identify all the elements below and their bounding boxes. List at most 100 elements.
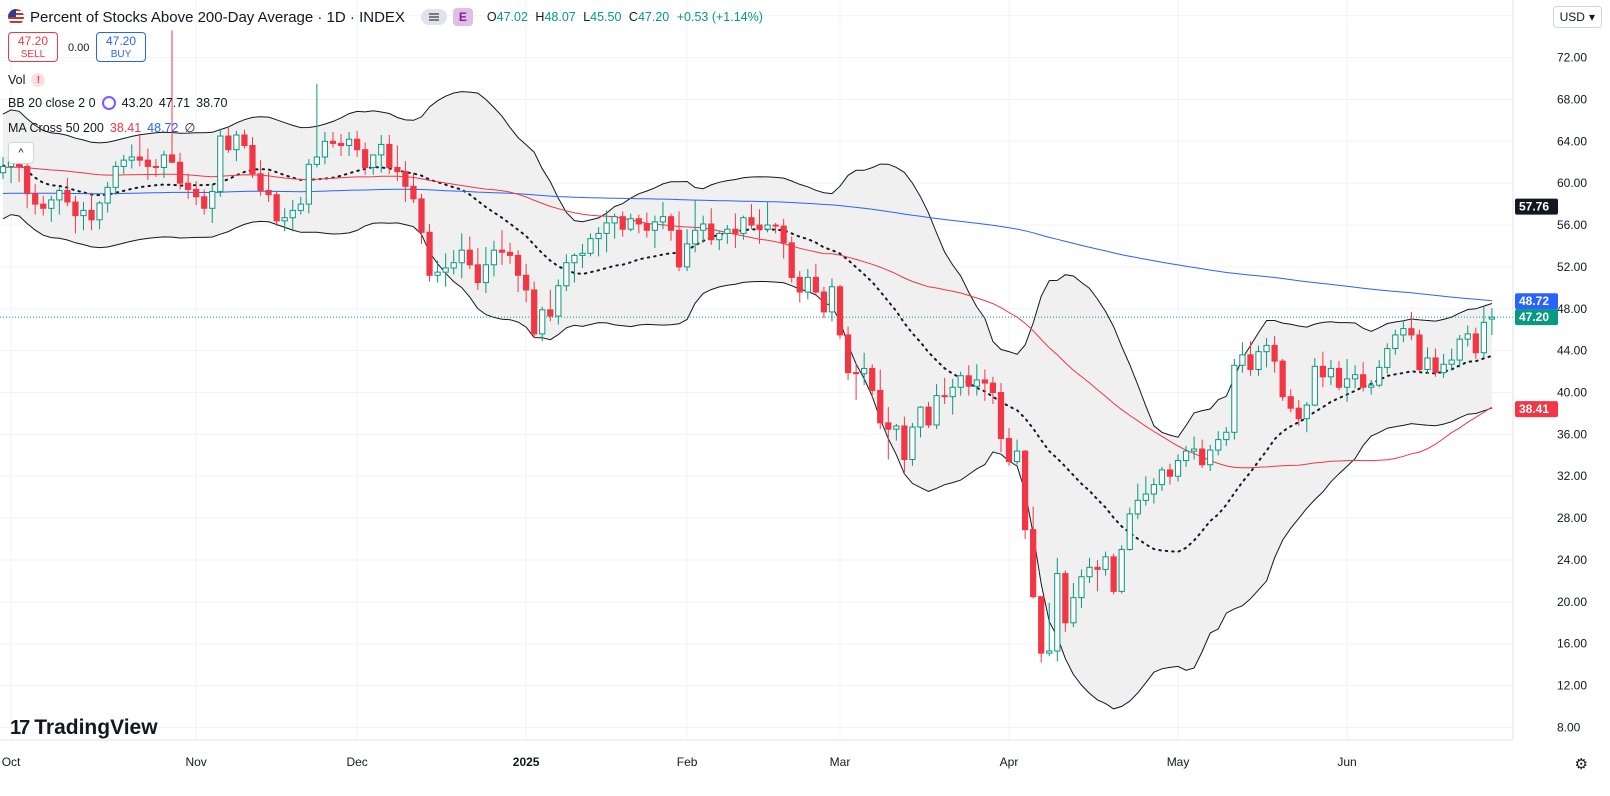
buy-button[interactable]: 47.20 BUY [96, 32, 146, 62]
candle-body [184, 182, 192, 190]
candle-body [1215, 439, 1222, 451]
candle-body [651, 221, 659, 231]
us-flag-icon [8, 9, 24, 25]
x-tick-label: Dec [346, 755, 367, 769]
candle-body [152, 165, 160, 168]
candle-body [869, 367, 876, 391]
candle-body [1094, 566, 1101, 570]
candle-body [611, 216, 618, 224]
candle-body [0, 165, 7, 174]
legend-vol[interactable]: Vol ! [8, 73, 46, 87]
y-tick-label: 64.00 [1557, 134, 1587, 148]
earnings-badge[interactable]: E [452, 8, 473, 26]
y-tick-label: 52.00 [1557, 260, 1587, 274]
candle-body [1456, 338, 1463, 361]
chart-header: Percent of Stocks Above 200-Day Average … [8, 8, 763, 26]
candle-body [901, 425, 908, 460]
candle-body [539, 309, 546, 335]
x-tick-label: 2025 [513, 755, 540, 769]
warning-icon[interactable]: ! [31, 73, 46, 87]
sync-icon[interactable] [101, 96, 116, 110]
legend-bb[interactable]: BB 20 close 2 0 43.20 47.71 38.70 [8, 96, 227, 110]
candle-body [1191, 448, 1198, 452]
candle-body [933, 395, 940, 426]
candle-body [394, 166, 401, 173]
tradingview-logo[interactable]: 17 TradingView [10, 716, 158, 740]
ma200-line [2, 188, 1492, 302]
candle-body [1416, 334, 1423, 370]
collapse-legend-button[interactable]: ^ [8, 142, 34, 164]
candle-body [345, 138, 353, 146]
x-tick-label: Apr [1000, 755, 1019, 769]
candle-body [756, 224, 763, 230]
price-tag [1515, 293, 1558, 310]
spread-value: 0.00 [68, 42, 90, 54]
candle-body [1182, 450, 1190, 462]
candle-body [667, 216, 675, 231]
candle-body [1046, 650, 1053, 654]
candle-body [1263, 344, 1270, 353]
x-tick-label: Nov [185, 755, 206, 769]
ma200-value: 48.72 [147, 120, 179, 135]
candle-body [877, 389, 884, 424]
candle-body [362, 149, 369, 168]
symbol-title[interactable]: Percent of Stocks Above 200-Day Average … [30, 8, 405, 26]
candle-body [482, 264, 490, 284]
y-tick-label: 48.00 [1557, 302, 1587, 316]
candle-body [1239, 354, 1246, 366]
y-tick-label: 40.00 [1557, 386, 1587, 400]
candle-body [1271, 344, 1278, 362]
candle-body [1392, 334, 1399, 350]
legend-ma[interactable]: MA Cross 50 200 38.41 48.72 ∅ [8, 120, 195, 136]
candle-body [1118, 549, 1125, 592]
candle-body [24, 165, 31, 195]
candle-body [281, 217, 288, 222]
candle-body [957, 375, 964, 388]
sell-button[interactable]: 47.20 SELL [8, 32, 58, 62]
candle-body [804, 276, 811, 293]
candle-body [426, 231, 433, 276]
y-tick-label: 56.00 [1557, 218, 1587, 232]
candle-body [1488, 316, 1496, 320]
price-tag [1515, 198, 1558, 215]
candle-body [675, 229, 683, 268]
moving-averages [2, 166, 1493, 469]
bb-fill [3, 91, 1492, 709]
candle-body [1343, 378, 1351, 388]
menu-icon[interactable] [420, 9, 447, 25]
candle-body [418, 198, 425, 233]
candle-body [949, 386, 956, 398]
candle-body [160, 154, 168, 168]
price-tag [1515, 401, 1558, 418]
candle-body [1005, 438, 1013, 463]
candle-body [241, 134, 248, 146]
y-tick-label: 24.00 [1557, 553, 1587, 567]
candle-body [1150, 484, 1157, 495]
candle-body [168, 154, 176, 163]
candle-body [1311, 365, 1318, 406]
candle-body [692, 229, 699, 245]
candle-body [48, 199, 55, 209]
candle-body [820, 291, 828, 313]
bollinger-bands [2, 91, 1493, 710]
candle-body [305, 163, 312, 205]
candle-body [410, 185, 417, 200]
candle-body [1158, 469, 1166, 486]
vol-label: Vol [8, 73, 26, 87]
candle-body [1102, 556, 1109, 570]
y-tick-label: 72.00 [1557, 51, 1587, 65]
gear-icon[interactable]: ⚙ [1574, 756, 1588, 773]
candle-body [297, 203, 304, 211]
candle-body [1279, 360, 1286, 398]
candle-body [1110, 556, 1117, 592]
currency-selector[interactable]: USD ▾ [1552, 6, 1602, 28]
candles [0, 30, 1496, 663]
candle-body [1424, 357, 1431, 370]
candle-body [128, 156, 135, 161]
candle-body [925, 406, 932, 426]
candle-body [1231, 364, 1238, 433]
candle-body [225, 135, 232, 151]
candle-body [458, 249, 465, 264]
candle-body [1319, 365, 1327, 378]
